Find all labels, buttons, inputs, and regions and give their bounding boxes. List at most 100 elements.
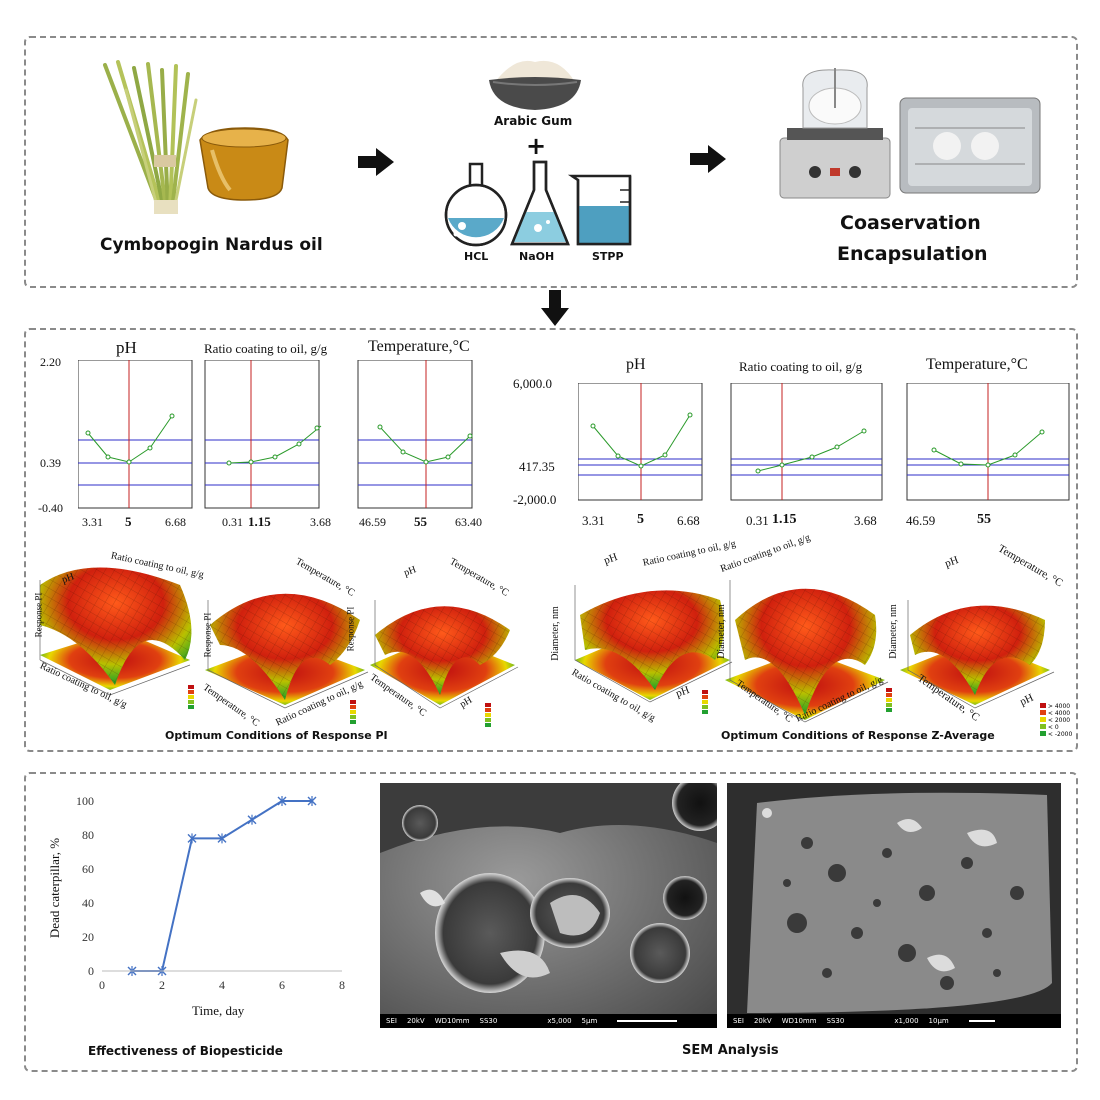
- pi-surface-1: [39, 567, 192, 696]
- sem-info-bar: SEI 20kV WD10mm SS30 x1,000 10µm: [727, 1014, 1061, 1028]
- surface-axis-label: Diameter, nm: [715, 604, 727, 659]
- chart-xtick-label: 2: [159, 978, 165, 992]
- pi-xtick: 3.68: [310, 515, 331, 529]
- surface-axis-label: Diameter, nm: [887, 604, 899, 659]
- pi-ytick-mid: 0.39: [40, 456, 61, 470]
- chart-xtick-label: 0: [99, 978, 105, 992]
- z-surface-1: [574, 585, 733, 703]
- process-label-coaservation: Coaservation: [840, 212, 981, 234]
- pi-caption: Optimum Conditions of Response PI: [165, 729, 388, 742]
- chart-title: Effectiveness of Biopesticide: [88, 1044, 283, 1058]
- pi-title-temperature: Temperature,°C: [368, 338, 470, 355]
- z-plot-temperature: [906, 383, 1070, 501]
- chart-ylabel: Dead caterpillar, %: [47, 837, 62, 939]
- surface-axis-label: Response PI: [202, 612, 213, 658]
- sem-info: 20kV: [406, 1017, 425, 1025]
- pi-surface-3: [370, 600, 519, 709]
- z-xtick: 6.68: [677, 513, 700, 528]
- sem-info: 20kV: [753, 1017, 772, 1025]
- pi-ytick-top: 2.20: [40, 355, 61, 369]
- chem-label-stpp: STPP: [592, 250, 624, 263]
- pi-xtick: 3.31: [82, 515, 103, 529]
- chart-series-line: [132, 800, 312, 972]
- chart-ytick-label: 100: [76, 794, 94, 808]
- z-caption: Optimum Conditions of Response Z-Average: [721, 729, 995, 742]
- pi-perturbation-plots: [78, 360, 473, 509]
- surface-axis-label: Response PI: [33, 592, 44, 638]
- scale-bar: [617, 1020, 678, 1022]
- pi-title-ph: pH: [116, 338, 137, 357]
- chart-point: [187, 833, 197, 844]
- z-xtick: 46.59: [906, 513, 936, 528]
- right-arrow-icon: [690, 145, 726, 173]
- chem-label-hcl: HCL: [464, 250, 489, 263]
- pi-title-ratio: Ratio coating to oil, g/g: [204, 341, 328, 356]
- sem-image-2: SEI 20kV WD10mm SS30 x1,000 10µm: [727, 783, 1061, 1028]
- chart-point: [217, 833, 227, 844]
- sem-info: x1,000: [894, 1017, 919, 1025]
- chart-xtick-label: 6: [279, 978, 285, 992]
- surface-legends: [188, 685, 892, 727]
- z-title-ph: pH: [626, 356, 646, 373]
- surface-axis-label: Response PI: [345, 606, 356, 652]
- pi-xtick: 5: [125, 514, 132, 529]
- chart-ytick-label: 20: [82, 930, 94, 944]
- arabic-gum-bowl-illustration: [489, 60, 581, 110]
- sem-info: x5,000: [547, 1017, 572, 1025]
- chart-ytick-label: 40: [82, 896, 94, 910]
- z-xtick: 3.31: [582, 513, 605, 528]
- chart-point: [307, 796, 317, 806]
- pi-xtick: 55: [414, 514, 427, 529]
- z-plot-ratio: [730, 383, 883, 501]
- pi-plot-ph: [78, 360, 193, 509]
- sem-info: SS30: [479, 1017, 498, 1025]
- z-ytick-mid: 417.35: [519, 459, 555, 474]
- chart-ytick-label: 80: [82, 828, 94, 842]
- sem-info-bar: SEI 20kV WD10mm SS30 x5,000 5µm: [380, 1014, 717, 1028]
- process-label-encapsulation: Encapsulation: [837, 243, 988, 265]
- chem-label-naoh: NaOH: [519, 250, 555, 263]
- z-ytick-top: 6,000.0: [513, 376, 552, 391]
- gum-label: Arabic Gum: [494, 114, 573, 128]
- z-surface-legend: > 4000 < 4000 < 2000 < 0 < -2000: [1040, 703, 1072, 738]
- legend-label: < -2000: [1047, 731, 1073, 738]
- pi-xtick: 63.40: [455, 515, 482, 529]
- biopesticide-chart: 0 20 40 60 80 100 0 2 4 6 8: [76, 794, 345, 992]
- pi-ytick-bottom: -0.40: [38, 501, 63, 515]
- chart-xlabel: Time, day: [192, 1003, 245, 1018]
- stirrer-and-bath-illustration: [779, 68, 1041, 199]
- legend-label: > 4000: [1047, 703, 1071, 710]
- lemongrass-oil-illustration: [103, 60, 289, 214]
- legend-label: < 0: [1047, 724, 1059, 731]
- surface-plots: [39, 567, 1055, 727]
- sem-info: SEI: [386, 1017, 397, 1025]
- chart-ytick-label: 0: [88, 964, 94, 978]
- sem-info: SS30: [826, 1017, 845, 1025]
- z-title-ratio: Ratio coating to oil, g/g: [739, 359, 863, 374]
- sem-info: SEI: [733, 1017, 744, 1025]
- pi-xtick: 6.68: [165, 515, 186, 529]
- z-plot-ph: [578, 383, 703, 501]
- pi-xtick: 46.59: [359, 515, 386, 529]
- z-xtick: 1.15: [772, 512, 797, 527]
- sem-info: 5µm: [581, 1017, 598, 1025]
- process-panel: [24, 36, 1078, 288]
- z-title-temperature: Temperature,°C: [926, 356, 1028, 373]
- z-perturbation-plots: [578, 383, 1070, 501]
- sem-image-1: SEI 20kV WD10mm SS30 x5,000 5µm: [380, 783, 717, 1028]
- sem-info: WD10mm: [781, 1017, 817, 1025]
- sem-info: 10µm: [928, 1017, 949, 1025]
- pi-surface-2: [205, 593, 369, 709]
- z-ytick-bottom: -2,000.0: [513, 492, 557, 507]
- pi-plot-ratio: [204, 360, 322, 509]
- legend-label: < 2000: [1047, 717, 1071, 724]
- pi-xtick: 1.15: [248, 514, 271, 529]
- right-arrow-icon: [358, 148, 394, 176]
- z-surface-2: [725, 580, 889, 723]
- optimization-panel: [24, 328, 1078, 752]
- pi-plot-temperature: [357, 360, 473, 509]
- z-xtick: 5: [637, 512, 644, 527]
- scale-bar: [968, 1020, 995, 1022]
- chart-point: [247, 814, 257, 825]
- z-xtick: 0.31: [746, 513, 769, 528]
